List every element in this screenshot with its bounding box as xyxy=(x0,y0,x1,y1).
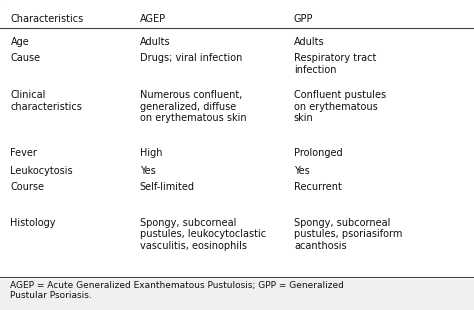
Text: Recurrent: Recurrent xyxy=(294,182,342,192)
Text: Yes: Yes xyxy=(140,166,155,175)
Text: GPP: GPP xyxy=(294,14,313,24)
Text: Cause: Cause xyxy=(10,53,41,63)
Text: Age: Age xyxy=(10,37,29,47)
Text: Drugs; viral infection: Drugs; viral infection xyxy=(140,53,242,63)
Text: Course: Course xyxy=(10,182,45,192)
Text: High: High xyxy=(140,148,162,158)
Text: Confluent pustules
on erythematous
skin: Confluent pustules on erythematous skin xyxy=(294,90,386,123)
Text: AGEP: AGEP xyxy=(140,14,166,24)
Text: Prolonged: Prolonged xyxy=(294,148,343,158)
Text: Yes: Yes xyxy=(294,166,310,175)
Text: Characteristics: Characteristics xyxy=(10,14,84,24)
Text: Adults: Adults xyxy=(140,37,171,47)
Text: Spongy, subcorneal
pustules, leukocytoclastic
vasculitis, eosinophils: Spongy, subcorneal pustules, leukocytocl… xyxy=(140,218,266,251)
Text: Self-limited: Self-limited xyxy=(140,182,195,192)
Text: Histology: Histology xyxy=(10,218,56,228)
Bar xyxy=(0,0,474,278)
Text: Respiratory tract
infection: Respiratory tract infection xyxy=(294,53,376,75)
Text: AGEP = Acute Generalized Exanthematous Pustulosis; GPP = Generalized
Pustular Ps: AGEP = Acute Generalized Exanthematous P… xyxy=(10,281,344,300)
Text: Adults: Adults xyxy=(294,37,325,47)
Text: Leukocytosis: Leukocytosis xyxy=(10,166,73,175)
Text: Clinical
characteristics: Clinical characteristics xyxy=(10,90,82,112)
Text: Fever: Fever xyxy=(10,148,37,158)
Text: Spongy, subcorneal
pustules, psoriasiform
acanthosis: Spongy, subcorneal pustules, psoriasifor… xyxy=(294,218,402,251)
Text: Numerous confluent,
generalized, diffuse
on erythematous skin: Numerous confluent, generalized, diffuse… xyxy=(140,90,246,123)
